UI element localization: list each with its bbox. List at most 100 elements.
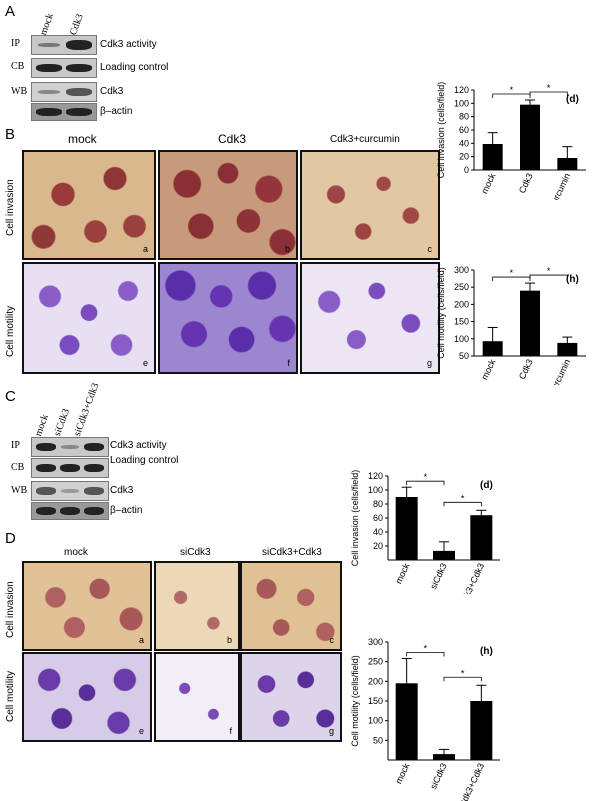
- significance-star: *: [510, 85, 514, 95]
- row-tag-wb-c: WB: [11, 485, 28, 496]
- significance-bracket: [529, 91, 568, 96]
- y-tick-label: 120: [368, 471, 383, 481]
- bar: [470, 701, 493, 760]
- micrograph-d-e: e: [22, 652, 152, 742]
- micrograph-b-f: f: [158, 262, 298, 374]
- blot-strip-loading-control: [31, 58, 97, 78]
- blot-strip-beta-actin-c: [31, 502, 109, 520]
- y-tick-label: 80: [459, 112, 469, 122]
- lane-label-sicdk3: siCdk3: [52, 407, 73, 438]
- y-axis-label: Cell motility (cells/field): [436, 267, 446, 359]
- y-tick-label: 150: [368, 696, 383, 706]
- panel-a-letter: A: [5, 3, 16, 20]
- bar: [470, 515, 493, 560]
- row-label-cell-invasion-b: Cell invasion: [5, 179, 16, 236]
- y-tick-label: 200: [368, 676, 383, 686]
- bar: [482, 341, 503, 356]
- bar: [395, 683, 418, 760]
- bar: [433, 754, 455, 760]
- category-label: siCdk3: [428, 562, 449, 591]
- blot-strip-cdk3-activity: [31, 35, 97, 55]
- lane-label-cdk3: Cdk3: [68, 12, 86, 37]
- chart-panel-label: (h): [566, 274, 579, 285]
- category-label: siCdk3: [428, 762, 449, 791]
- category-label: siCdk3+Cdk3: [454, 762, 486, 801]
- row-tag-wb: WB: [11, 86, 28, 97]
- row-tag-cb: CB: [11, 61, 25, 72]
- micrograph-d-f: f: [154, 652, 240, 742]
- micrograph-d-c: c: [240, 561, 342, 651]
- significance-star: *: [510, 268, 514, 278]
- row-label-beta-actin: β–actin: [100, 106, 133, 117]
- chart-panel-label: (d): [566, 94, 579, 105]
- blot-strip-cdk3-c: [31, 481, 109, 501]
- y-tick-label: 150: [454, 317, 469, 327]
- micrograph-d-g: g: [240, 652, 342, 742]
- row-label-cell-invasion-d: Cell invasion: [5, 581, 16, 638]
- category-label: Cdk3: [517, 358, 535, 381]
- category-label: mock: [479, 357, 497, 381]
- category-label: siCdk3+Cdk3: [454, 562, 486, 594]
- category-label: mock: [393, 761, 411, 785]
- y-tick-label: 0: [464, 165, 469, 175]
- row-label-cdk3-activity: Cdk3 activity: [100, 39, 157, 50]
- chart-panel-label: (h): [480, 646, 493, 657]
- lane-label-mock: mock: [38, 12, 56, 37]
- panel-b-letter: B: [5, 126, 16, 143]
- micrograph-b-b: b: [158, 150, 298, 260]
- lane-label-mock-c: mock: [33, 413, 51, 438]
- y-tick-label: 60: [373, 513, 383, 523]
- subletter-a: a: [142, 244, 148, 254]
- blot-strip-beta-actin: [31, 103, 97, 121]
- bar: [557, 158, 578, 170]
- y-tick-label: 100: [368, 716, 383, 726]
- bar-chart-motility-b: 50 100 150 200 250 300 Cell motility (cells/fi…: [436, 265, 586, 385]
- bar-chart-motility-d: 50 100 150 200 250 300 Cell motility (cells/fi…: [350, 637, 500, 801]
- significance-star: *: [547, 266, 551, 276]
- category-label: Cdk3: [517, 172, 535, 195]
- subletter-f: f: [287, 358, 290, 368]
- bar: [520, 290, 540, 356]
- row-label-cell-motility-b: Cell motility: [5, 305, 16, 357]
- subletter-b: b: [284, 244, 290, 254]
- bar: [482, 144, 503, 170]
- row-label-cdk3: Cdk3: [100, 86, 124, 97]
- category-label: Cdk3+curcumin: [537, 172, 573, 200]
- category-label: mock: [393, 561, 411, 585]
- significance-bracket: [443, 676, 482, 682]
- significance-star: *: [461, 493, 465, 503]
- subletter-a-d: a: [138, 635, 144, 645]
- subletter-c-d: c: [329, 635, 335, 645]
- row-label-loading-control-c: Loading control: [110, 455, 179, 466]
- panel-c-letter: C: [5, 388, 16, 405]
- y-tick-label: 50: [373, 735, 383, 745]
- subletter-e: e: [142, 358, 148, 368]
- y-tick-label: 60: [459, 125, 469, 135]
- y-tick-label: 100: [454, 334, 469, 344]
- row-label-cdk3-c: Cdk3: [110, 485, 134, 496]
- bar: [520, 104, 540, 170]
- y-tick-label: 250: [454, 282, 469, 292]
- category-label: mock: [479, 171, 497, 195]
- bar-chart-invasion-b: 0 20 40 60 80 100 120 Cell invasion (cells/fiel…: [436, 82, 586, 200]
- y-tick-label: 100: [368, 485, 383, 495]
- y-tick-label: 200: [454, 299, 469, 309]
- significance-star: *: [547, 83, 551, 93]
- row-label-loading-control: Loading control: [100, 62, 169, 73]
- y-tick-label: 300: [454, 265, 469, 275]
- significance-bracket: [406, 652, 445, 657]
- significance-bracket: [406, 480, 445, 486]
- chart-panel-label: (d): [480, 480, 493, 491]
- bar: [557, 342, 578, 356]
- row-label-cdk3-activity-c: Cdk3 activity: [110, 440, 167, 451]
- subletter-g-d: g: [328, 726, 334, 736]
- subletter-g: g: [426, 358, 432, 368]
- y-tick-label: 80: [373, 499, 383, 509]
- subletter-f-d: f: [229, 726, 232, 736]
- row-tag-ip-c: IP: [11, 440, 20, 451]
- micrograph-b-e: e: [22, 262, 156, 374]
- y-tick-label: 40: [373, 527, 383, 537]
- micrograph-b-g: g: [300, 262, 440, 374]
- row-tag-cb-c: CB: [11, 462, 25, 473]
- col-label-sicdk3-d: siCdk3: [180, 547, 211, 558]
